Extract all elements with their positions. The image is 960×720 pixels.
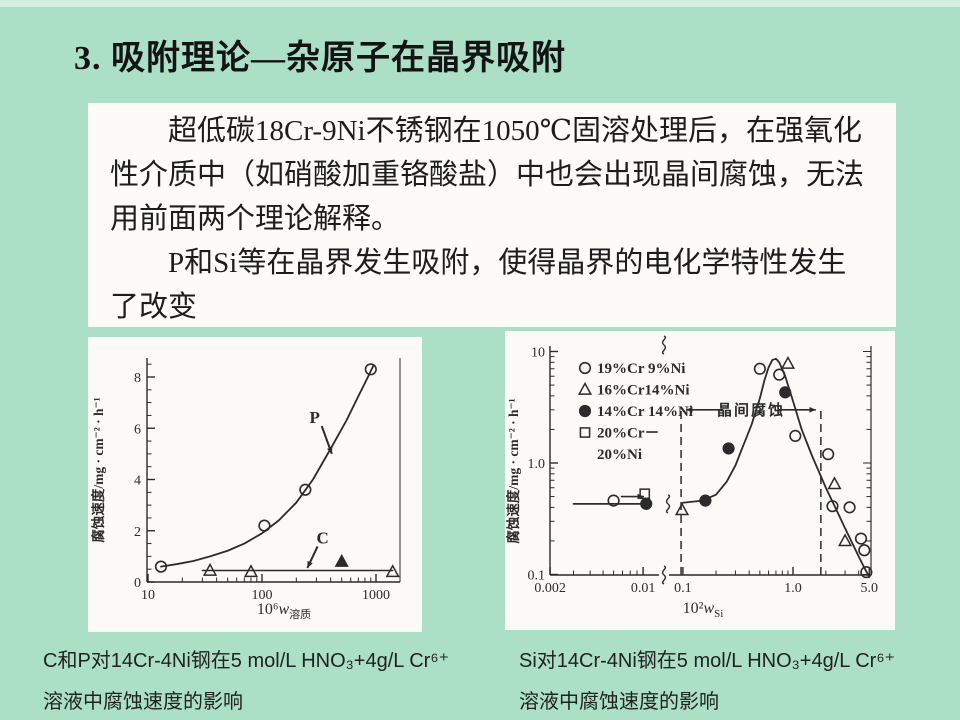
svg-text:C: C — [316, 528, 328, 547]
svg-text:10²wSi: 10²wSi — [683, 600, 724, 620]
page-title: 3. 吸附理论—杂原子在晶界吸附 — [74, 40, 566, 77]
svg-text:20%Cr－: 20%Cr－ — [597, 426, 660, 442]
svg-text:16%Cr14%Ni: 16%Cr14%Ni — [597, 383, 690, 399]
svg-text:1.0: 1.0 — [528, 457, 546, 472]
svg-text:0.002: 0.002 — [534, 581, 566, 596]
svg-text:2: 2 — [134, 525, 141, 540]
chart-corrosion-vs-cp: 0 2 4 6 8 10 100 1000 10⁶w溶质 腐蚀速度/mg · cm⁻² · h⁻¹… — [90, 358, 401, 621]
caption-left-line2: 溶液中腐蚀速度的影响 — [43, 691, 243, 713]
svg-text:0.1: 0.1 — [674, 581, 692, 596]
svg-text:腐蚀速度/mg · cm⁻² · h⁻¹: 腐蚀速度/mg · cm⁻² · h⁻¹ — [505, 398, 521, 543]
svg-text:P: P — [310, 408, 320, 427]
svg-text:4: 4 — [134, 474, 141, 489]
caption-right-line1: Si对14Cr-4Ni钢在5 mol/L HNO₃+4g/L Cr⁶⁺ — [519, 650, 896, 672]
svg-text:1000: 1000 — [362, 588, 390, 603]
top-strip — [0, 0, 960, 7]
svg-text:0: 0 — [134, 576, 141, 591]
svg-text:5.0: 5.0 — [861, 581, 879, 596]
svg-text:8: 8 — [134, 371, 141, 386]
svg-text:0.01: 0.01 — [631, 581, 656, 596]
svg-text:腐蚀速度/mg · cm⁻² · h⁻¹: 腐蚀速度/mg · cm⁻² · h⁻¹ — [90, 397, 106, 542]
caption-left: C和P对14Cr-4Ni钢在5 mol/L HNO₃+4g/L Cr⁶⁺ 溶液中… — [43, 641, 449, 720]
caption-left-line1: C和P对14Cr-4Ni钢在5 mol/L HNO₃+4g/L Cr⁶⁺ — [43, 650, 450, 672]
svg-text:0.1: 0.1 — [528, 569, 546, 584]
caption-right: Si对14Cr-4Ni钢在5 mol/L HNO₃+4g/L Cr⁶⁺ 溶液中腐… — [519, 641, 895, 720]
svg-text:6: 6 — [134, 422, 141, 437]
figure-left-cp-chart: 0 2 4 6 8 10 100 1000 10⁶w溶质 腐蚀速度/mg · cm⁻² · h⁻¹… — [88, 337, 422, 632]
svg-text:10⁶w溶质: 10⁶w溶质 — [257, 601, 311, 621]
caption-right-line2: 溶液中腐蚀速度的影响 — [519, 691, 719, 713]
paragraph-2: P和Si等在晶界发生吸附，使得晶界的电化学特性发生了改变 — [110, 247, 847, 323]
body-text-box: 超低碳18Cr-9Ni不锈钢在1050℃固溶处理后，在强氧化性介质中（如硝酸加重… — [88, 103, 896, 327]
svg-text:晶间腐蚀: 晶间腐蚀 — [717, 401, 785, 419]
svg-text:10: 10 — [531, 346, 545, 361]
svg-text:100: 100 — [252, 588, 273, 603]
svg-text:10: 10 — [141, 588, 155, 603]
paragraph-1: 超低碳18Cr-9Ni不锈钢在1050℃固溶处理后，在强氧化性介质中（如硝酸加重… — [110, 115, 865, 235]
svg-text:1.0: 1.0 — [784, 581, 802, 596]
figure-right-si-chart: 0.1 1.0 10 0.002 0.01 0.1 1.0 5.0 10²wSi 腐蚀速度/mg … — [505, 331, 895, 630]
chart-corrosion-vs-si: 0.1 1.0 10 0.002 0.01 0.1 1.0 5.0 10²wSi 腐蚀速度/mg … — [505, 335, 879, 620]
svg-text:20%Ni: 20%Ni — [597, 447, 642, 463]
svg-text:14%Cr 14%Ni: 14%Cr 14%Ni — [597, 404, 693, 420]
svg-text:19%Cr 9%Ni: 19%Cr 9%Ni — [597, 361, 685, 377]
